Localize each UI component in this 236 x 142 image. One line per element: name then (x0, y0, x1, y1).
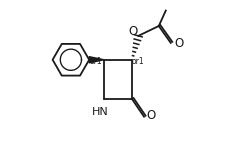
Text: O: O (128, 25, 137, 38)
Text: O: O (175, 37, 184, 50)
Polygon shape (89, 57, 104, 63)
Text: or1: or1 (131, 57, 144, 66)
Text: or1: or1 (89, 57, 102, 66)
Text: HN: HN (92, 107, 109, 117)
Text: O: O (146, 109, 155, 123)
